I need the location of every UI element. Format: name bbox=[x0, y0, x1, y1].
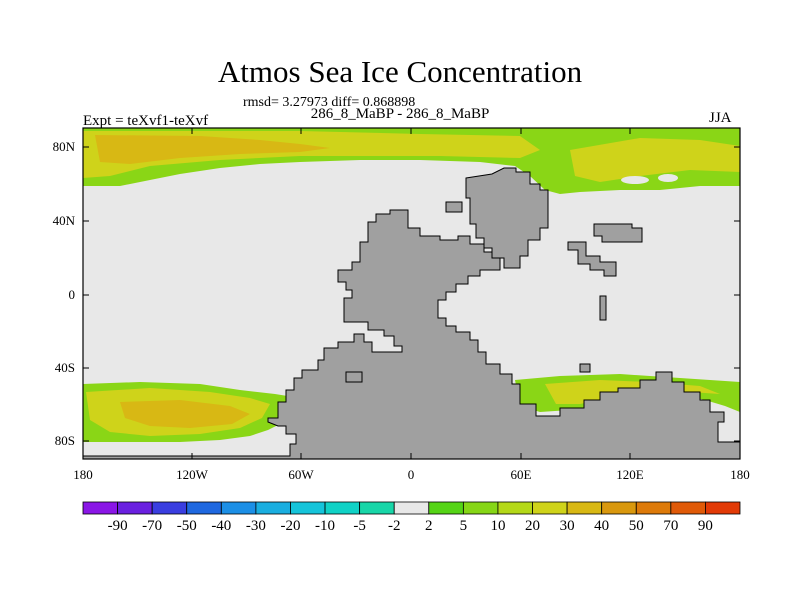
land-island-b bbox=[593, 223, 643, 243]
colorbar-box-1 bbox=[117, 501, 153, 515]
colorbar-box-4 bbox=[220, 501, 257, 515]
land-island-f bbox=[345, 371, 363, 383]
colorbar-label-3: -40 bbox=[211, 518, 232, 534]
lon-label-180e: 180 bbox=[730, 467, 750, 482]
colorbar-box-13 bbox=[532, 501, 568, 515]
colorbar-label-11: 10 bbox=[490, 518, 506, 534]
colorbar-label-16: 70 bbox=[663, 518, 679, 534]
colorbar-box-17 bbox=[670, 501, 706, 515]
colorbar-label-10: 5 bbox=[459, 518, 468, 534]
lon-label-0: 0 bbox=[407, 467, 415, 482]
colorbar-box-8 bbox=[359, 501, 395, 515]
colorbar-label-5: -20 bbox=[280, 518, 301, 534]
colorbar-label-9: 2 bbox=[425, 518, 433, 534]
arctic-ice-east bbox=[570, 138, 740, 182]
lat-label-80s: 80S bbox=[54, 433, 75, 448]
lon-label-60w: 60W bbox=[288, 467, 314, 482]
lat-label-40s: 40S bbox=[54, 360, 75, 375]
season-label: JJA bbox=[709, 110, 732, 126]
land-americas bbox=[82, 209, 741, 460]
land-north-asia bbox=[465, 167, 549, 269]
antarctic-ice-west-high bbox=[120, 400, 250, 428]
lat-label-40n: 40N bbox=[52, 213, 75, 228]
colorbar-label-6: -10 bbox=[315, 518, 336, 534]
colorbar-box-12 bbox=[497, 501, 533, 515]
colorbar-label-2: -50 bbox=[176, 518, 197, 534]
plot-title: Atmos Sea Ice Concentration bbox=[217, 54, 583, 89]
land-island-e bbox=[579, 363, 591, 373]
tick-marks bbox=[83, 128, 740, 459]
colorbar-label-14: 40 bbox=[594, 518, 610, 534]
subtitle: 286_8_MaBP - 286_8_MaBP bbox=[310, 106, 490, 122]
land-island-a bbox=[445, 201, 463, 213]
colorbar-box-16 bbox=[635, 501, 672, 515]
colorbar-box-10 bbox=[428, 501, 464, 515]
colorbar-label-12: 20 bbox=[525, 518, 541, 534]
arctic-gap-2 bbox=[658, 174, 678, 182]
lon-label-60e: 60E bbox=[510, 467, 532, 482]
colorbar-label-0: -90 bbox=[107, 518, 128, 534]
lon-label-120e: 120E bbox=[616, 467, 644, 482]
colorbar-box-0 bbox=[82, 501, 118, 515]
stats-text: rmsd= 3.27973 diff= 0.868898 bbox=[243, 95, 416, 110]
colorbar-box-14 bbox=[566, 501, 603, 515]
colorbar-box-5 bbox=[255, 501, 291, 515]
land-island-d bbox=[599, 295, 607, 321]
lon-label-120w: 120W bbox=[176, 467, 208, 482]
lon-label-180w: 180 bbox=[73, 467, 93, 482]
arctic-ice-high bbox=[95, 135, 330, 164]
colorbar-box-15 bbox=[601, 501, 637, 515]
colorbar-label-4: -30 bbox=[245, 518, 266, 534]
colorbar-label-13: 30 bbox=[559, 518, 575, 534]
colorbar-label-7: -5 bbox=[353, 518, 366, 534]
arctic-gap-1 bbox=[621, 176, 649, 184]
colorbar-box-2 bbox=[151, 501, 188, 515]
colorbar-box-7 bbox=[324, 501, 361, 515]
colorbar-box-3 bbox=[186, 501, 222, 515]
colorbar-box-18 bbox=[705, 501, 741, 515]
lat-label-80n: 80N bbox=[52, 139, 75, 154]
colorbar-label-1: -70 bbox=[142, 518, 163, 534]
colorbar-box-6 bbox=[290, 501, 326, 515]
colorbar-box-11 bbox=[462, 501, 499, 515]
colorbar-box-9 bbox=[393, 501, 430, 515]
experiment-label: Expt = teXvf1-teXvf bbox=[83, 113, 209, 129]
colorbar-label-15: 50 bbox=[628, 518, 644, 534]
colorbar-label-17: 90 bbox=[697, 518, 713, 534]
lat-label-0: 0 bbox=[68, 287, 76, 302]
colorbar-label-8: -2 bbox=[387, 518, 401, 534]
land-island-c bbox=[567, 241, 617, 277]
